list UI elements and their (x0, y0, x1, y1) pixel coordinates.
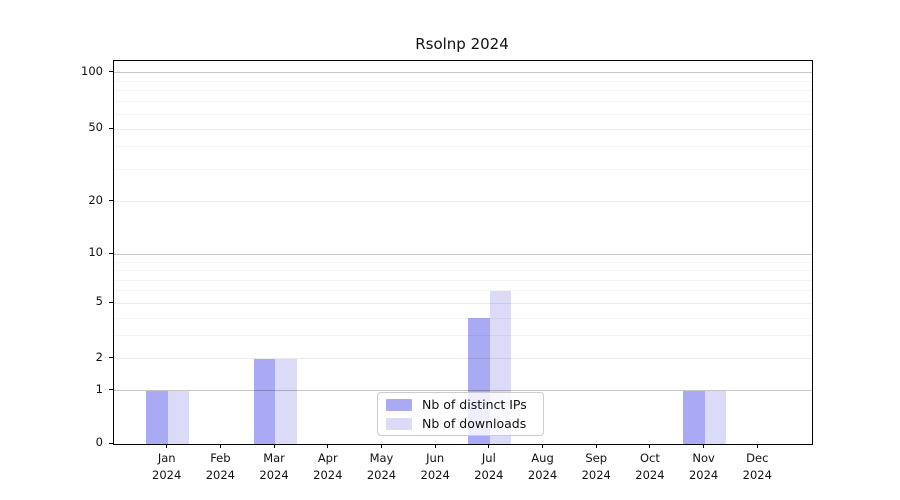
x-tick-mark-dec (756, 444, 758, 448)
grid-line-y-7 (114, 279, 812, 281)
y-tick-mark-5 (109, 301, 113, 303)
grid-line-y-80 (114, 90, 812, 92)
grid-line-y-100 (114, 72, 812, 74)
x-tick-label-sep: Sep 2024 (581, 451, 611, 482)
x-tick-mark-sep (595, 444, 597, 448)
x-tick-mark-jun (434, 444, 436, 448)
bar-distinct-ips-jan (146, 390, 168, 444)
grid-line-y-4 (114, 317, 812, 319)
grid-line-y-50 (114, 128, 812, 130)
bar-downloads-nov (704, 390, 727, 444)
x-tick-mark-feb (219, 444, 221, 448)
y-tick-label-50: 50 (88, 120, 103, 135)
x-tick-label-feb: Feb 2024 (205, 451, 236, 482)
x-tick-mark-mar (273, 444, 275, 448)
x-tick-label-jun: Jun 2024 (420, 451, 450, 482)
grid-line-y-30 (114, 169, 812, 171)
grid-line-y-3 (114, 335, 812, 337)
x-tick-mark-jul (488, 444, 490, 448)
grid-line-y-2 (114, 358, 812, 360)
bar-downloads-mar (275, 358, 297, 444)
x-tick-label-oct: Oct 2024 (635, 451, 665, 482)
bar-downloads-jan (167, 390, 190, 444)
grid-line-y-6 (114, 290, 812, 292)
x-tick-mark-jan (166, 444, 168, 448)
grid-line-y-10 (114, 253, 812, 255)
grid-line-y-90 (114, 80, 812, 82)
x-tick-label-jan: Jan 2024 (152, 451, 182, 482)
plot-area (113, 60, 813, 445)
legend-entry-distinct-ips: Nb of distinct IPs (386, 397, 535, 412)
y-tick-mark-1 (109, 389, 113, 391)
y-tick-label-20: 20 (88, 192, 103, 207)
bar-distinct-ips-mar (253, 358, 276, 444)
y-tick-label-100: 100 (81, 63, 103, 78)
x-tick-mark-aug (542, 444, 544, 448)
y-tick-label-2: 2 (95, 349, 103, 364)
y-tick-label-5: 5 (95, 294, 103, 309)
x-tick-label-mar: Mar 2024 (259, 451, 289, 482)
grid-line-y-20 (114, 201, 812, 203)
legend-swatch-downloads (386, 417, 412, 430)
y-tick-label-10: 10 (88, 245, 103, 260)
x-tick-label-nov: Nov 2024 (688, 451, 719, 482)
bar-distinct-ips-nov (683, 390, 705, 444)
y-tick-mark-100 (109, 71, 113, 73)
y-tick-mark-50 (109, 127, 113, 129)
legend: Nb of distinct IPs Nb of downloads (377, 392, 544, 436)
x-tick-mark-may (380, 444, 382, 448)
y-tick-label-1: 1 (95, 381, 103, 396)
x-tick-label-jul: Jul 2024 (474, 451, 504, 482)
y-tick-mark-0 (109, 442, 113, 444)
x-tick-label-may: May 2024 (366, 451, 397, 482)
legend-label-distinct-ips: Nb of distinct IPs (422, 397, 527, 412)
x-tick-label-dec: Dec 2024 (742, 451, 772, 482)
x-tick-label-apr: Apr 2024 (313, 451, 343, 482)
x-tick-mark-apr (327, 444, 329, 448)
legend-swatch-distinct-ips (386, 398, 412, 411)
grid-line-y-60 (114, 113, 812, 115)
grid-line-y-70 (114, 101, 812, 103)
y-tick-mark-20 (109, 200, 113, 202)
grid-line-y-9 (114, 261, 812, 263)
grid-line-y-40 (114, 146, 812, 148)
grid-line-y-5 (114, 302, 812, 304)
y-tick-mark-10 (109, 252, 113, 254)
chart-title: Rsolnp 2024 (415, 35, 509, 53)
grid-line-y-1 (114, 390, 812, 392)
legend-label-downloads: Nb of downloads (422, 416, 527, 431)
x-tick-mark-nov (703, 444, 705, 448)
x-tick-label-aug: Aug 2024 (527, 451, 558, 482)
y-tick-mark-2 (109, 357, 113, 359)
x-tick-mark-oct (649, 444, 651, 448)
legend-entry-downloads: Nb of downloads (386, 416, 535, 431)
y-tick-label-0: 0 (95, 435, 103, 449)
grid-line-y-8 (114, 270, 812, 272)
